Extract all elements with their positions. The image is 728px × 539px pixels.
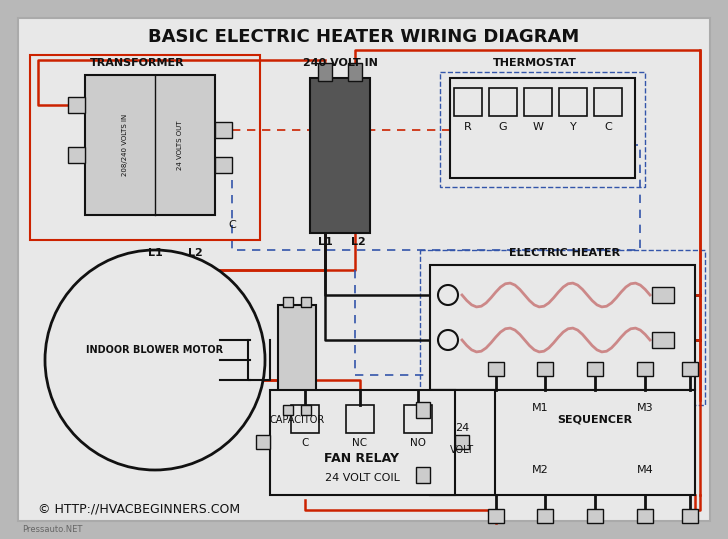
Bar bbox=[68, 147, 85, 163]
Bar bbox=[301, 405, 311, 415]
Text: FAN RELAY: FAN RELAY bbox=[325, 452, 400, 465]
Bar bbox=[488, 509, 504, 523]
Text: M3: M3 bbox=[637, 403, 653, 413]
Text: C: C bbox=[301, 438, 309, 448]
Text: ELECTRIC HEATER: ELECTRIC HEATER bbox=[510, 248, 620, 258]
Text: 24 VOLTS OUT: 24 VOLTS OUT bbox=[177, 120, 183, 170]
Bar bbox=[318, 63, 332, 81]
Text: VOLT: VOLT bbox=[450, 445, 474, 455]
Text: TRANSFORMER: TRANSFORMER bbox=[90, 58, 185, 68]
Text: W: W bbox=[532, 122, 544, 132]
Bar bbox=[215, 122, 232, 138]
Text: L2: L2 bbox=[188, 248, 202, 258]
Text: L1: L1 bbox=[148, 248, 162, 258]
Text: R: R bbox=[464, 122, 472, 132]
Circle shape bbox=[438, 330, 458, 350]
Bar bbox=[283, 405, 293, 415]
Bar bbox=[420, 250, 705, 405]
Bar bbox=[637, 362, 653, 376]
Bar bbox=[537, 362, 553, 376]
Text: G: G bbox=[499, 122, 507, 132]
Text: 24 VOLT COIL: 24 VOLT COIL bbox=[325, 473, 400, 483]
Text: Pressauto.NET: Pressauto.NET bbox=[22, 525, 82, 534]
Text: M1: M1 bbox=[531, 403, 548, 413]
Bar bbox=[30, 55, 260, 240]
Text: C: C bbox=[228, 220, 236, 230]
Bar bbox=[652, 287, 674, 303]
Text: 208/240 VOLTS IN: 208/240 VOLTS IN bbox=[122, 114, 128, 176]
Bar bbox=[637, 509, 653, 523]
Bar bbox=[348, 63, 362, 81]
Bar bbox=[283, 297, 293, 307]
Bar bbox=[682, 362, 698, 376]
Text: C: C bbox=[604, 122, 612, 132]
Text: L2: L2 bbox=[351, 237, 365, 247]
Text: 24: 24 bbox=[455, 423, 469, 433]
Bar bbox=[587, 362, 603, 376]
Bar bbox=[430, 390, 695, 495]
Bar bbox=[652, 332, 674, 348]
Bar bbox=[488, 362, 504, 376]
Text: SEQUENCER: SEQUENCER bbox=[558, 415, 633, 425]
Text: INDOOR BLOWER MOTOR: INDOOR BLOWER MOTOR bbox=[87, 345, 223, 355]
Bar bbox=[489, 88, 517, 116]
Bar bbox=[215, 157, 232, 173]
Text: M4: M4 bbox=[636, 465, 653, 475]
Text: BASIC ELECTRIC HEATER WIRING DIAGRAM: BASIC ELECTRIC HEATER WIRING DIAGRAM bbox=[149, 28, 579, 46]
Bar bbox=[346, 405, 374, 433]
Bar bbox=[85, 75, 215, 215]
Bar bbox=[455, 435, 469, 449]
Text: NC: NC bbox=[352, 438, 368, 448]
Bar bbox=[416, 402, 430, 418]
Bar bbox=[524, 88, 552, 116]
Text: NO: NO bbox=[410, 438, 426, 448]
Bar bbox=[291, 405, 319, 433]
Bar bbox=[256, 435, 270, 449]
Circle shape bbox=[438, 285, 458, 305]
Bar bbox=[450, 78, 635, 178]
Bar bbox=[587, 509, 603, 523]
Bar bbox=[682, 509, 698, 523]
Text: © HTTP://HVACBEGINNERS.COM: © HTTP://HVACBEGINNERS.COM bbox=[38, 502, 240, 515]
Bar bbox=[310, 78, 370, 233]
Text: M2: M2 bbox=[531, 465, 548, 475]
Bar bbox=[594, 88, 622, 116]
Bar bbox=[278, 305, 316, 405]
Bar bbox=[416, 467, 430, 483]
Bar bbox=[430, 265, 695, 390]
Text: Y: Y bbox=[569, 122, 577, 132]
Bar bbox=[68, 97, 85, 113]
Text: L1: L1 bbox=[317, 237, 333, 247]
Bar bbox=[270, 390, 455, 495]
Bar bbox=[454, 88, 482, 116]
Bar bbox=[430, 390, 495, 495]
Bar bbox=[440, 72, 645, 187]
Bar bbox=[404, 405, 432, 433]
Bar bbox=[301, 297, 311, 307]
Text: 240 VOLT IN: 240 VOLT IN bbox=[303, 58, 377, 68]
Bar bbox=[537, 509, 553, 523]
Circle shape bbox=[45, 250, 265, 470]
Text: THERMOSTAT: THERMOSTAT bbox=[493, 58, 577, 68]
Text: CAPACITOR: CAPACITOR bbox=[269, 415, 325, 425]
Bar bbox=[559, 88, 587, 116]
